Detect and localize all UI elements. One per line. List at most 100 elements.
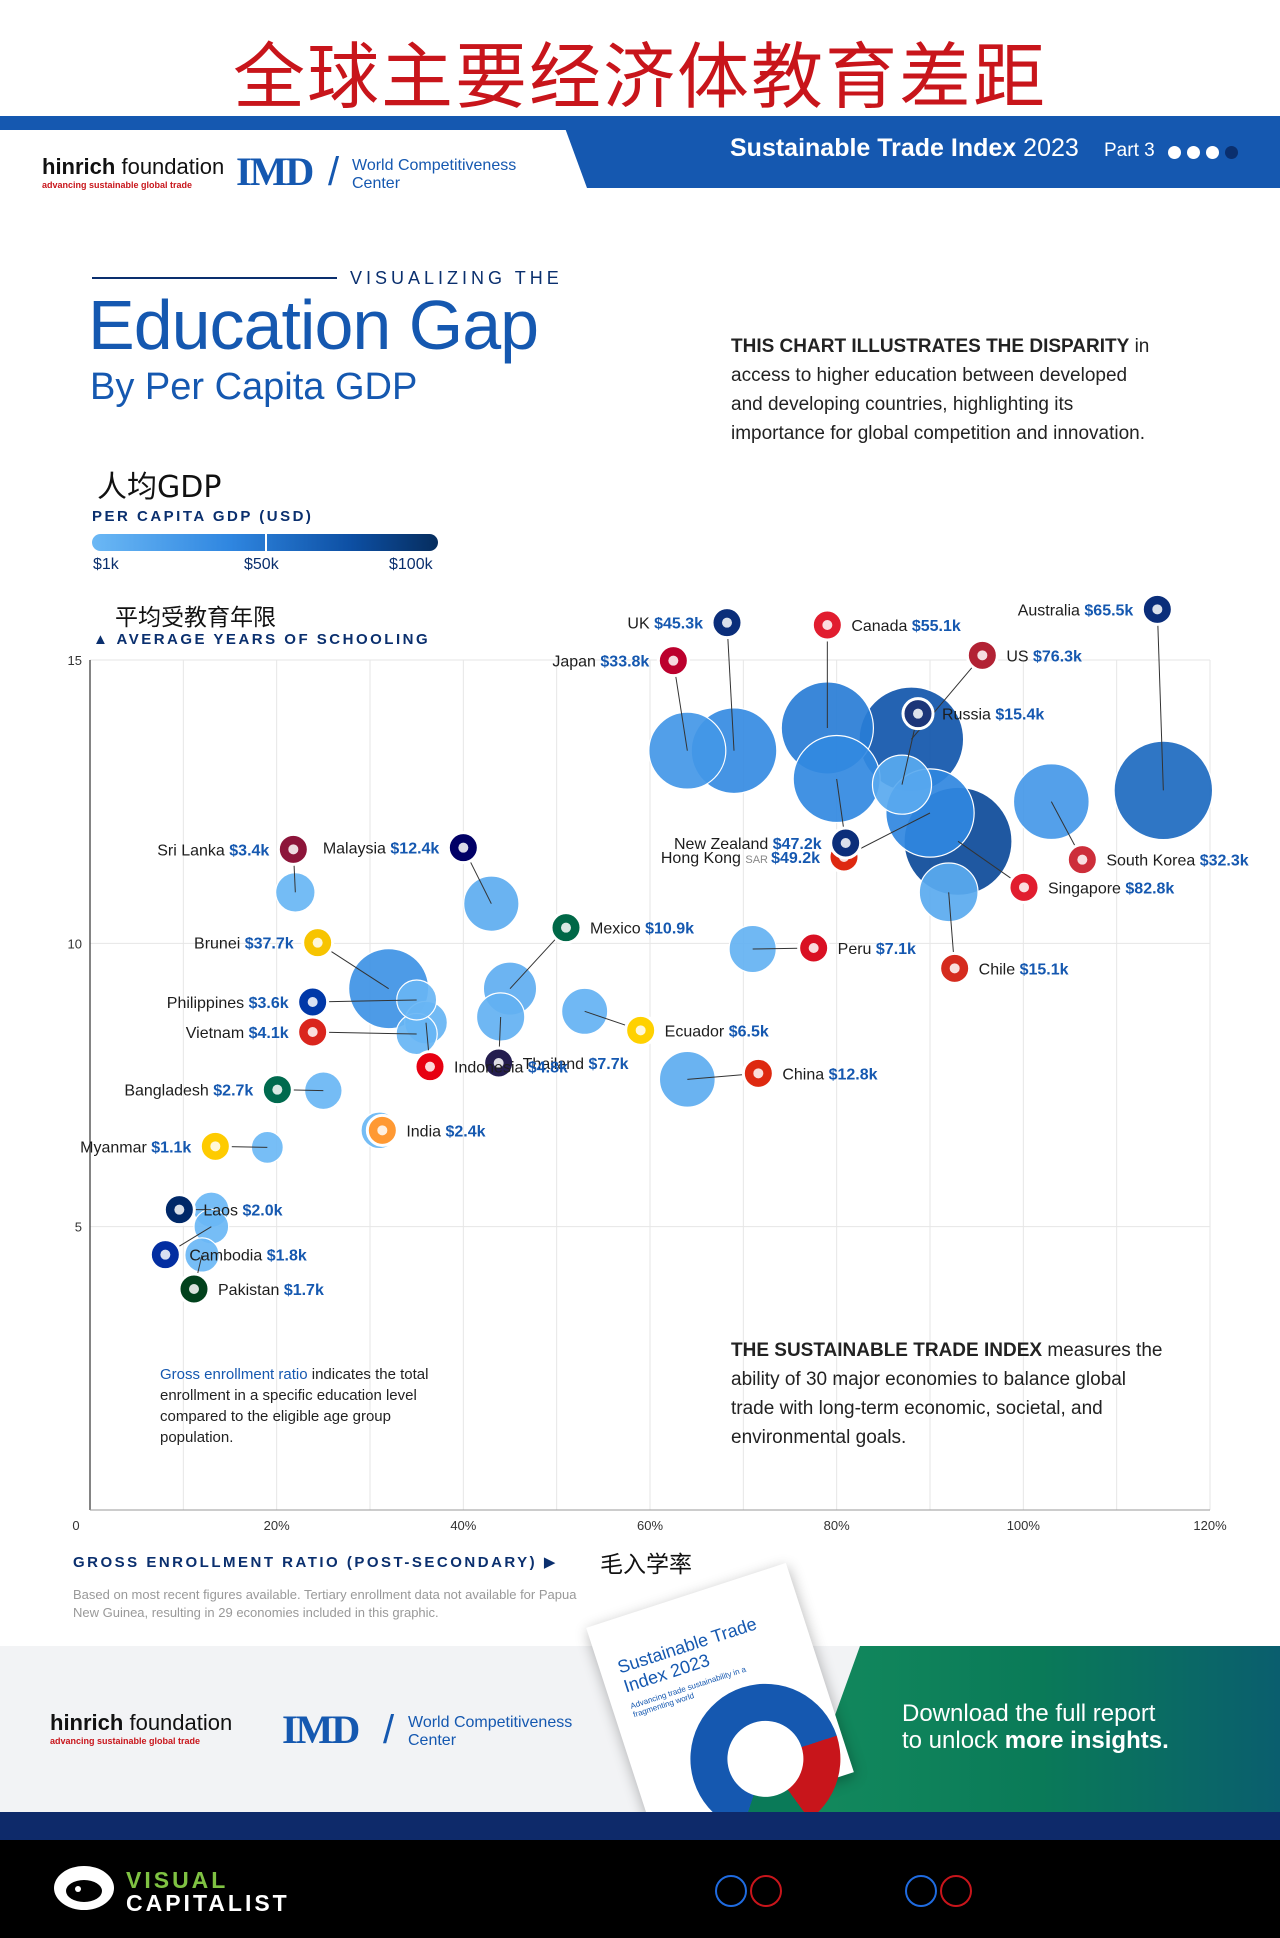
bubble-china [658, 1050, 716, 1108]
gdp-scale-tick [265, 534, 267, 551]
flag-emblem-mexico [561, 922, 571, 933]
imd-logo: IMD [236, 149, 314, 194]
label-pakistan: Pakistan $1.7k [218, 1282, 324, 1299]
label-vietnam: Vietnam $4.1k [186, 1025, 289, 1042]
label-new-zealand: New Zealand $47.2k [674, 836, 822, 853]
flag-emblem-philippines [307, 997, 318, 1007]
flag-emblem-canada [822, 620, 833, 630]
flag-emblem-myanmar [210, 1141, 221, 1152]
bottom-bar [0, 1840, 1280, 1938]
main-title: Education Gap [88, 286, 539, 364]
leader-line-philippines [312, 999, 417, 1003]
label-brunei: Brunei $37.7k [194, 936, 294, 953]
flag-emblem-china [753, 1068, 764, 1079]
cn-x-label: 毛入学率 [600, 1552, 692, 1578]
label-china: China $12.8k [782, 1066, 877, 1083]
label-russia: Russia $15.4k [942, 707, 1044, 724]
label-sri-lanka: Sri Lanka $3.4k [157, 842, 269, 859]
label-mexico: Mexico $10.9k [590, 921, 694, 938]
x-tick-label: 20% [264, 1518, 290, 1533]
flag-emblem-south-korea [1077, 854, 1088, 865]
label-peru: Peru $7.1k [838, 941, 916, 958]
leader-line-uk [726, 622, 735, 751]
origin-tick-label: 0 [72, 1518, 79, 1533]
sti-note: THE SUSTAINABLE TRADE INDEX measures the… [731, 1340, 1163, 1448]
title-rule [92, 277, 337, 279]
x-tick-label: 60% [637, 1518, 663, 1533]
label-india: India $2.4k [406, 1123, 485, 1140]
y-tick-label: 10 [68, 936, 82, 951]
label-hong-kong: Hong Kong SAR $49.2k [661, 850, 820, 867]
navy-band [0, 1812, 1280, 1840]
logo-slash: / [328, 150, 340, 194]
gdp-legend-label: PER CAPITA GDP (USD) [92, 508, 314, 525]
flag-emblem-peru [808, 943, 819, 953]
label-philippines: Philippines $3.6k [167, 995, 289, 1012]
gdp-min-label: $1k [93, 556, 119, 573]
y-tick-label: 5 [75, 1220, 82, 1235]
bubble-japan [648, 711, 727, 790]
footer-logo-slash: / [383, 1708, 395, 1752]
visualizing-label: VISUALIZING THE [350, 268, 563, 288]
decorative-ring [715, 1875, 747, 1907]
footer-wcc-name: World Competitiveness Center [408, 1714, 573, 1749]
download-panel[interactable] [800, 1646, 1280, 1812]
vc-logo-line1: VISUAL [126, 1867, 229, 1893]
x-tick-label: 80% [824, 1518, 850, 1533]
chart-description: THIS CHART ILLUSTRATES THE DISPARITY in … [731, 336, 1150, 444]
header-ribbon [565, 128, 1280, 188]
cn-y-label: 平均受教育年限 [115, 605, 276, 631]
flag-emblem-singapore [1019, 882, 1029, 893]
decorative-ring [750, 1875, 782, 1907]
x-tick-label: 120% [1193, 1518, 1227, 1533]
part-dot [1187, 146, 1200, 159]
y-tick-label: 15 [68, 653, 82, 668]
header-band [0, 116, 1280, 130]
flag-emblem-indonesia [425, 1061, 435, 1072]
data-footnote: Based on most recent figures available. … [73, 1587, 577, 1620]
label-canada: Canada $55.1k [851, 618, 961, 635]
x-tick-label: 40% [450, 1518, 476, 1533]
scatter-chart: 15 10 5 0 20% 40% 60% 80% 100% 120% Australia $65… [68, 592, 1249, 1533]
x-tick-label: 100% [1007, 1518, 1041, 1533]
part-dot [1168, 146, 1181, 159]
flag-emblem-laos [174, 1204, 185, 1215]
label-australia: Australia $65.5k [1018, 602, 1134, 619]
flag-emblem-cambodia [160, 1249, 171, 1260]
label-thailand: Thailand $7.7k [523, 1056, 629, 1073]
leader-line-vietnam [312, 1031, 417, 1035]
label-malaysia: Malaysia $12.4k [323, 841, 440, 858]
flag-emblem-brunei [312, 937, 323, 948]
label-uk: UK $45.3k [627, 616, 703, 633]
label-us: US $76.3k [1006, 648, 1082, 665]
download-line-1[interactable]: Download the full report [902, 1700, 1156, 1727]
flag-emblem-ecuador [635, 1025, 646, 1036]
decorative-ring [940, 1875, 972, 1907]
gdp-max-label: $100k [389, 556, 433, 573]
flag-emblem-australia [1152, 604, 1163, 615]
visual-capitalist-logo-icon [54, 1866, 114, 1910]
hinrich-logo: hinrich foundation advancing sustainable… [42, 154, 225, 190]
label-ecuador: Ecuador $6.5k [665, 1023, 769, 1040]
decorative-ring [905, 1875, 937, 1907]
sti-title: Sustainable Trade Index 2023 [730, 134, 1079, 162]
flag-emblem-bangladesh [272, 1084, 283, 1095]
flag-emblem-new-zealand [840, 838, 851, 848]
x-axis-label: GROSS ENROLLMENT RATIO (POST-SECONDARY) … [73, 1554, 558, 1571]
label-laos: Laos $2.0k [203, 1203, 282, 1220]
flag-emblem-malaysia [458, 842, 469, 853]
label-japan: Japan $33.8k [552, 654, 649, 671]
flag-emblem-vietnam [307, 1027, 318, 1037]
flag-emblem-sri-lanka [288, 844, 299, 855]
label-cambodia: Cambodia $1.8k [189, 1248, 307, 1265]
vc-logo-line2: CAPITALIST [126, 1890, 290, 1916]
flag-emblem-us [977, 650, 988, 661]
sub-title: By Per Capita GDP [90, 366, 418, 408]
flag-emblem-india [377, 1125, 388, 1136]
cn-gdp-label: 人均GDP [97, 470, 222, 505]
label-singapore: Singapore $82.8k [1048, 880, 1174, 897]
label-south-korea: South Korea $32.3k [1106, 853, 1248, 870]
label-chile: Chile $15.1k [979, 961, 1069, 978]
footer-imd-logo: IMD [282, 1707, 360, 1752]
download-line-2[interactable]: to unlock more insights. [902, 1727, 1169, 1754]
